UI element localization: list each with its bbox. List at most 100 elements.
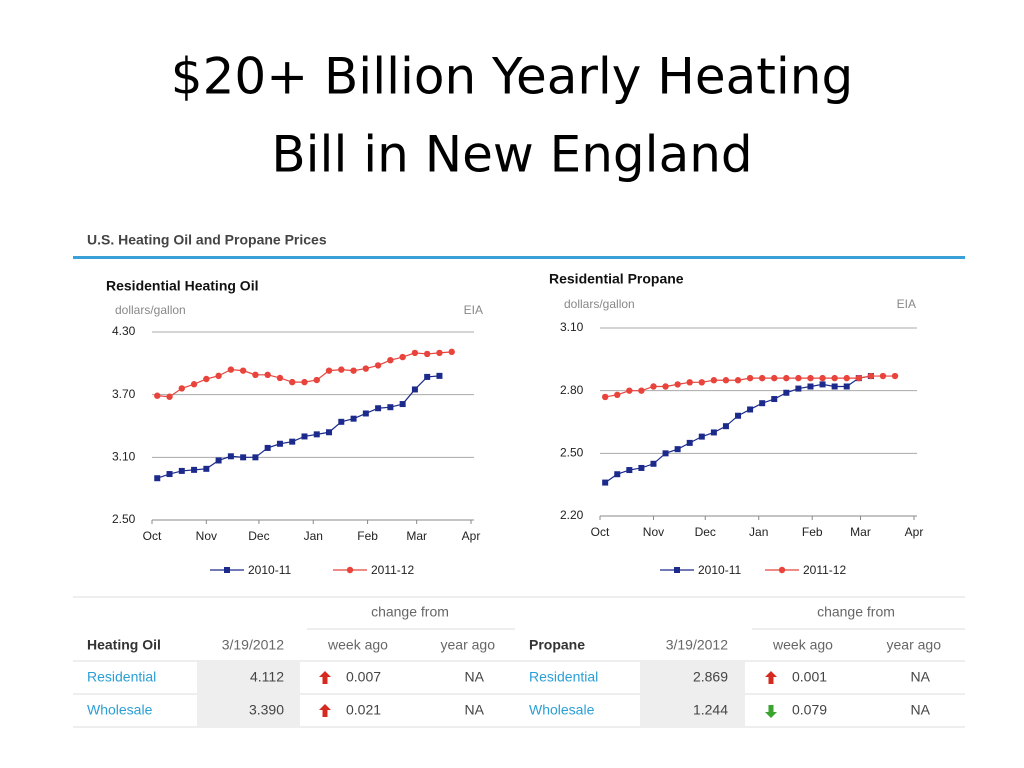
data-point (166, 471, 173, 478)
data-point (154, 392, 161, 399)
data-point (783, 389, 790, 396)
x-tick-label: Apr (905, 525, 924, 539)
data-point (227, 453, 234, 460)
table-header: year ago (441, 637, 496, 653)
data-point (831, 374, 838, 382)
data-point (710, 377, 718, 384)
data-point (350, 367, 357, 374)
table-header: Heating Oil (87, 637, 161, 653)
data-point (686, 439, 693, 446)
table-header: week ago (327, 637, 388, 653)
y-tick-label: 2.50 (560, 446, 584, 460)
source-label: EIA (897, 297, 916, 311)
table-cell: 0.079 (792, 702, 827, 718)
table-cell: 3.390 (249, 702, 284, 718)
section-title: U.S. Heating Oil and Propane Prices (87, 232, 327, 248)
table-cell: 0.007 (346, 669, 381, 685)
data-point (350, 415, 357, 422)
table-cell: 1.244 (693, 702, 728, 718)
chart-title: Residential Heating Oil (106, 278, 258, 294)
y-axis-unit: dollars/gallon (564, 297, 635, 311)
data-point (362, 410, 369, 417)
legend-marker (346, 566, 354, 574)
x-tick-label: Jan (304, 529, 323, 543)
data-point (301, 378, 308, 386)
x-tick-label: Dec (695, 525, 716, 539)
data-point (362, 365, 370, 372)
data-point (387, 357, 394, 364)
cell-shade (640, 662, 745, 727)
x-tick-label: Feb (357, 529, 378, 543)
data-point (638, 464, 645, 471)
x-tick-label: Nov (643, 525, 664, 539)
table-header: 3/19/2012 (222, 637, 284, 653)
slide-title-line: $20+ Billion Yearly Heating (171, 48, 853, 106)
data-point (325, 367, 333, 374)
data-point (807, 374, 814, 382)
data-point (771, 396, 778, 403)
data-point (843, 374, 850, 382)
data-point (191, 466, 198, 473)
data-point (399, 401, 406, 408)
legend-label: 2010-11 (248, 563, 291, 577)
series-line (157, 375, 440, 479)
arrow-up (765, 671, 777, 684)
data-point (795, 374, 802, 382)
legend-label: 2010-11 (698, 563, 741, 577)
data-point (626, 387, 633, 394)
data-point (831, 383, 838, 390)
data-point (387, 404, 394, 411)
data-point (215, 372, 222, 380)
x-tick-label: Feb (802, 525, 823, 539)
data-point (252, 371, 259, 379)
table-group-header: change from (817, 604, 895, 620)
data-point (203, 375, 210, 383)
arrow-down (765, 705, 777, 718)
table-header: week ago (772, 637, 833, 653)
data-point (650, 460, 657, 467)
data-point (424, 373, 431, 380)
data-point (399, 353, 406, 361)
x-tick-label: Oct (591, 525, 610, 539)
data-point (178, 385, 185, 392)
data-point (154, 475, 161, 482)
y-tick-label: 2.20 (560, 508, 584, 522)
data-point (771, 374, 778, 382)
data-point (166, 393, 173, 400)
table-cell: 4.112 (250, 669, 284, 685)
y-tick-label: 4.30 (112, 324, 136, 338)
data-point (614, 391, 621, 399)
legend-label: 2011-12 (803, 563, 846, 577)
data-point (215, 457, 222, 464)
source-label: EIA (464, 303, 483, 317)
data-point (436, 372, 443, 379)
data-point (710, 429, 717, 436)
data-point (867, 372, 875, 380)
data-point (239, 367, 247, 374)
data-point (662, 450, 669, 457)
data-point (747, 406, 754, 413)
cell-shade (197, 662, 300, 727)
data-point (650, 383, 657, 390)
data-point (662, 383, 669, 390)
table-cell: NA (911, 669, 931, 685)
data-point (795, 385, 802, 392)
y-tick-label: 3.10 (112, 450, 136, 464)
data-point (626, 467, 633, 474)
data-point (338, 418, 345, 425)
data-point (601, 393, 609, 401)
legend-marker (778, 566, 786, 574)
data-point (698, 379, 705, 386)
row-link: Residential (529, 669, 598, 685)
legend-marker (224, 567, 230, 573)
data-point (783, 374, 790, 382)
series-line (604, 375, 871, 484)
data-point (411, 349, 419, 357)
data-point (674, 381, 681, 388)
data-point (190, 381, 198, 388)
row-link: Wholesale (529, 702, 595, 718)
data-point (746, 374, 754, 382)
x-tick-label: Nov (196, 529, 217, 543)
x-tick-label: Dec (248, 529, 269, 543)
